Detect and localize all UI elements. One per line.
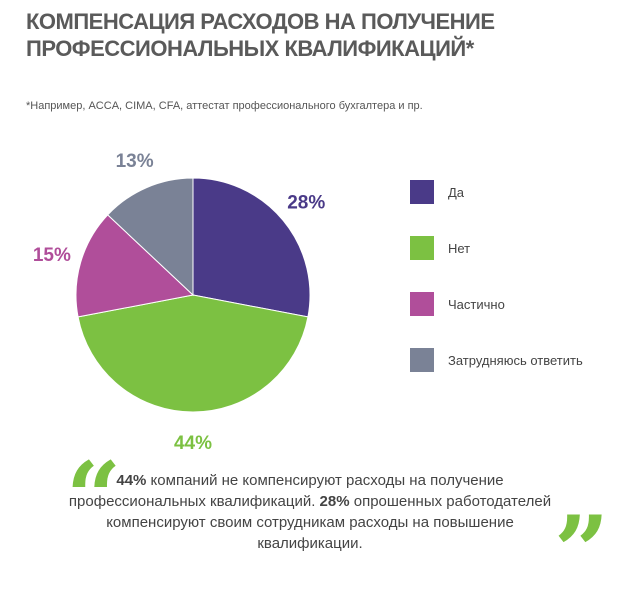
pie-chart: 28% 44% 15% 13%	[33, 151, 326, 450]
legend-label-yes: Да	[448, 185, 465, 200]
pie-slice-partial	[75, 214, 195, 318]
legend-label-unsure: Затрудняюсь ответить	[448, 353, 583, 368]
chart-title: КОМПЕНСАЦИЯ РАСХОДОВ НА ПОЛУЧЕНИЕ ПРОФЕС…	[26, 8, 606, 62]
legend-item-no: Нет	[410, 236, 610, 262]
quote-text-1: компаний не компенсируют расходы на полу…	[68, 472, 504, 510]
legend-item-partial: Частично	[410, 292, 610, 318]
data-label-unsure: 13%	[116, 151, 154, 172]
legend-swatch-yes	[410, 180, 434, 204]
legend-swatch-unsure	[410, 348, 434, 372]
legend-swatch-no	[410, 236, 434, 260]
data-label-yes: 28%	[287, 192, 325, 213]
chart-title-line-2: ПРОФЕССИОНАЛЬНЫХ КВАЛИФИКАЦИЙ*	[26, 36, 474, 61]
legend-label-partial: Частично	[448, 297, 505, 312]
quote-text-2: опрошенных работодателей компенсируют св…	[106, 493, 552, 552]
data-label-partial: 15%	[33, 245, 71, 266]
legend-label-no: Нет	[448, 241, 471, 256]
quote-text: 44% компаний не компенсируют расходы на …	[60, 470, 560, 554]
chart-title-line-1: КОМПЕНСАЦИЯ РАСХОДОВ НА ПОЛУЧЕНИЕ	[26, 9, 495, 34]
close-quote-icon: ”	[554, 495, 610, 608]
data-label-no: 44%	[174, 433, 212, 450]
quote-percent-1: 44%	[116, 472, 147, 489]
legend-swatch-partial	[410, 292, 434, 316]
open-quote-icon: “	[66, 441, 122, 554]
quote-percent-2: 28%	[319, 493, 350, 510]
pie-slice-no	[77, 294, 309, 413]
footnote: *Например, ACCA, CIMA, CFA, аттестат про…	[26, 100, 423, 112]
legend-item-unsure: Затрудняюсь ответить	[410, 348, 610, 374]
pie-slice-unsure	[107, 177, 194, 297]
legend-item-yes: Да	[410, 180, 610, 206]
pie-slice-yes	[192, 177, 311, 318]
